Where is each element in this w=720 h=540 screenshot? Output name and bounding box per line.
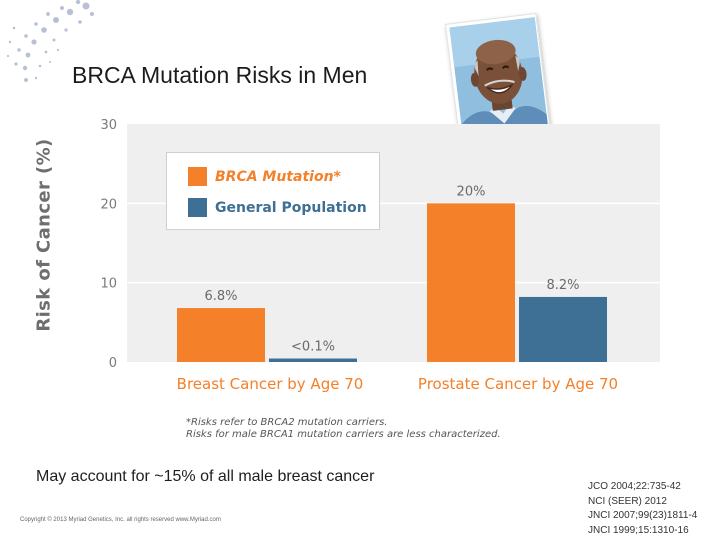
chart-footnote: *Risks refer to BRCA2 mutation carriers.…: [186, 417, 501, 441]
bar: [519, 296, 607, 362]
y-tick-label: 30: [100, 118, 117, 133]
bar-value-label: 6.8%: [204, 289, 237, 304]
decorative-dot: [24, 78, 28, 82]
y-axis-label: Risk of Cancer (%): [33, 138, 55, 332]
decorative-dot: [41, 27, 47, 33]
legend-swatch-brca: [188, 167, 207, 186]
x-category-label: Prostate Cancer by Age 70: [418, 375, 618, 393]
y-tick-label: 20: [100, 197, 117, 212]
decorative-dot: [52, 38, 56, 42]
y-tick-label: 10: [100, 277, 117, 292]
x-category-label: Breast Cancer by Age 70: [177, 375, 364, 393]
decorative-dot: [6, 54, 10, 58]
decorative-dot: [25, 52, 31, 58]
bars: [177, 203, 607, 362]
bar-value-label: <0.1%: [291, 340, 335, 355]
decorative-dot: [66, 8, 74, 16]
bar-value-label: 8.2%: [546, 278, 579, 293]
decorative-dot: [82, 2, 90, 10]
reference-item: JCO 2004;22:735-42: [588, 481, 681, 492]
reference-item: JNCI 2007;99(23)1811-4: [588, 510, 698, 521]
footnote-line: *Risks refer to BRCA2 mutation carriers.: [186, 417, 388, 428]
smiling-man-photo: [444, 12, 552, 146]
decorative-dot: [75, 0, 81, 5]
decorative-dot: [31, 39, 37, 45]
decorative-dot: [56, 48, 60, 52]
decorative-dot: [49, 61, 51, 63]
decorative-dot: [12, 26, 16, 30]
y-tick-label: 0: [109, 356, 117, 371]
decorative-dot: [60, 6, 64, 10]
bar: [177, 308, 265, 362]
bar-value-labels: 6.8% <0.1% 20% 8.2%: [204, 184, 579, 354]
decorative-dot: [64, 28, 68, 32]
decorative-dot: [53, 17, 59, 23]
y-axis-ticks: 0 10 20 30: [100, 118, 117, 371]
footnote-line: Risks for male BRCA1 mutation carriers a…: [186, 429, 501, 440]
copyright-text: Copyright © 2013 Myriad Genetics, Inc. a…: [20, 517, 221, 523]
decorative-dot: [22, 65, 28, 71]
decorative-dot: [90, 12, 94, 16]
bottom-note: May account for ~15% of all male breast …: [36, 468, 375, 485]
decorative-dot: [78, 20, 82, 24]
decorative-dot: [38, 64, 42, 68]
reference-item: NCI (SEER) 2012: [588, 495, 667, 507]
legend-label-brca: BRCA Mutation*: [215, 168, 341, 185]
decorative-dot: [14, 62, 18, 66]
decorative-dot: [8, 40, 12, 44]
bar: [269, 358, 357, 362]
bar: [427, 203, 515, 362]
decorative-dot: [17, 48, 21, 52]
references: JCO 2004;22:735-42 NCI (SEER) 2012 JNCI …: [588, 480, 697, 538]
slide-title: BRCA Mutation Risks in Men: [72, 62, 368, 88]
chart-legend: BRCA Mutation* General Population: [166, 152, 380, 230]
decorative-dot: [46, 12, 50, 16]
x-axis-categories: Breast Cancer by Age 70 Prostate Cancer b…: [177, 375, 618, 393]
decorative-dot: [24, 34, 28, 38]
decorative-dot-pattern: [6, 0, 94, 82]
bar-value-label: 20%: [457, 184, 486, 199]
legend-swatch-general: [188, 198, 207, 217]
reference-item: JNCI 1999;15:1310-16: [588, 524, 689, 536]
decorative-dot: [34, 76, 38, 80]
decorative-dot: [34, 22, 38, 26]
legend-item-general: General Population: [188, 198, 367, 217]
decorative-dot: [44, 50, 48, 54]
legend-label-general: General Population: [215, 199, 367, 216]
legend-item-brca: BRCA Mutation*: [188, 167, 341, 186]
